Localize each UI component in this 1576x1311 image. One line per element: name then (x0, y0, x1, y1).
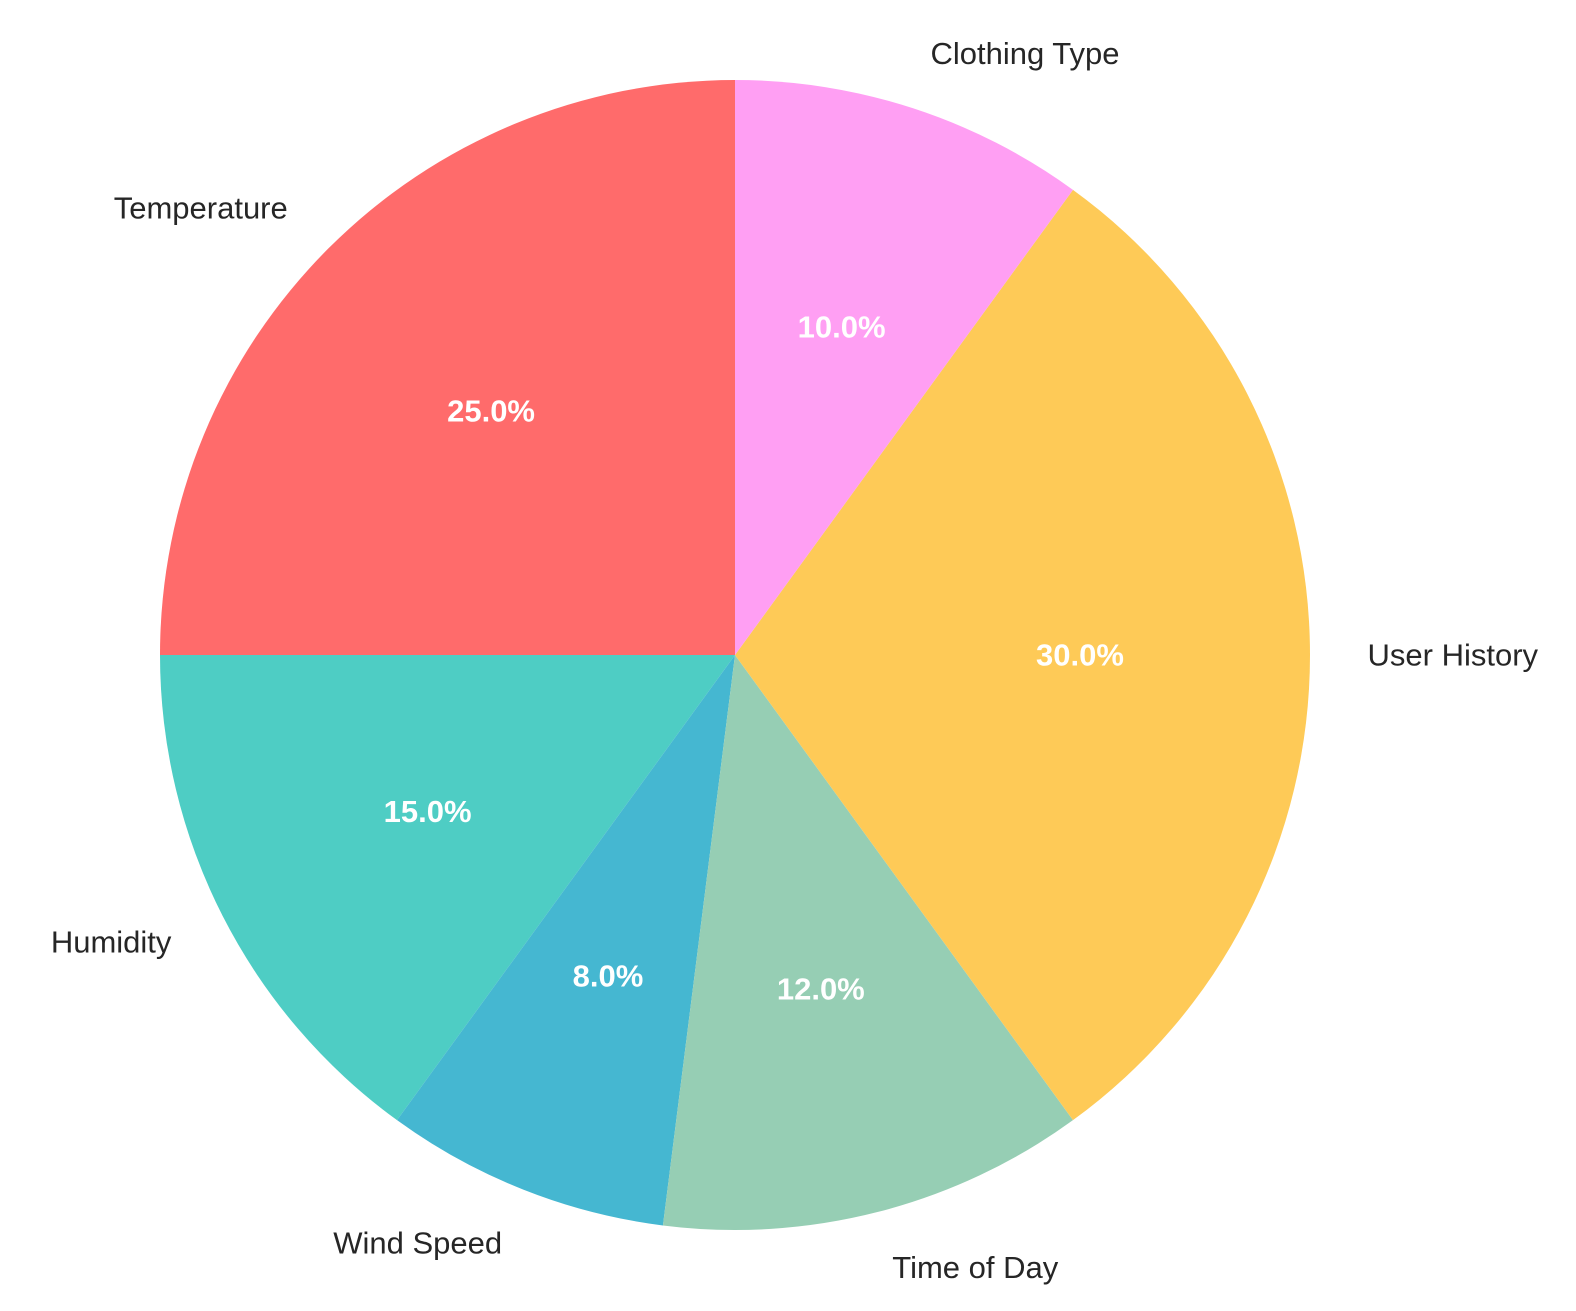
category-label: Clothing Type (930, 36, 1119, 71)
category-label: Temperature (114, 190, 288, 225)
percent-label: 10.0% (798, 309, 886, 344)
percent-label: 25.0% (447, 394, 535, 429)
percent-labels-layer: 25.0% 15.0% 8.0% 12.0% 30.0% 10.0% (384, 309, 1124, 1006)
slices-layer (160, 80, 1310, 1230)
pie-slice-temperature (160, 80, 735, 655)
percent-label: 30.0% (1036, 638, 1124, 673)
percent-label: 8.0% (573, 958, 644, 993)
category-label: User History (1368, 638, 1539, 673)
pie-slice-time-of-day (662, 655, 1073, 1230)
percent-label: 12.0% (777, 972, 865, 1007)
category-label: Time of Day (892, 1250, 1058, 1285)
category-labels-layer: Temperature Humidity Wind Speed Time of Day… (51, 36, 1539, 1285)
pie-slice-wind-speed (397, 655, 735, 1226)
pie-slice-humidity (160, 655, 735, 1121)
category-label: Humidity (51, 925, 172, 960)
category-label: Wind Speed (333, 1226, 502, 1261)
pie-slice-user-history (735, 189, 1310, 1121)
pie-slice-clothing-type (735, 80, 1073, 655)
percent-label: 15.0% (384, 794, 472, 829)
